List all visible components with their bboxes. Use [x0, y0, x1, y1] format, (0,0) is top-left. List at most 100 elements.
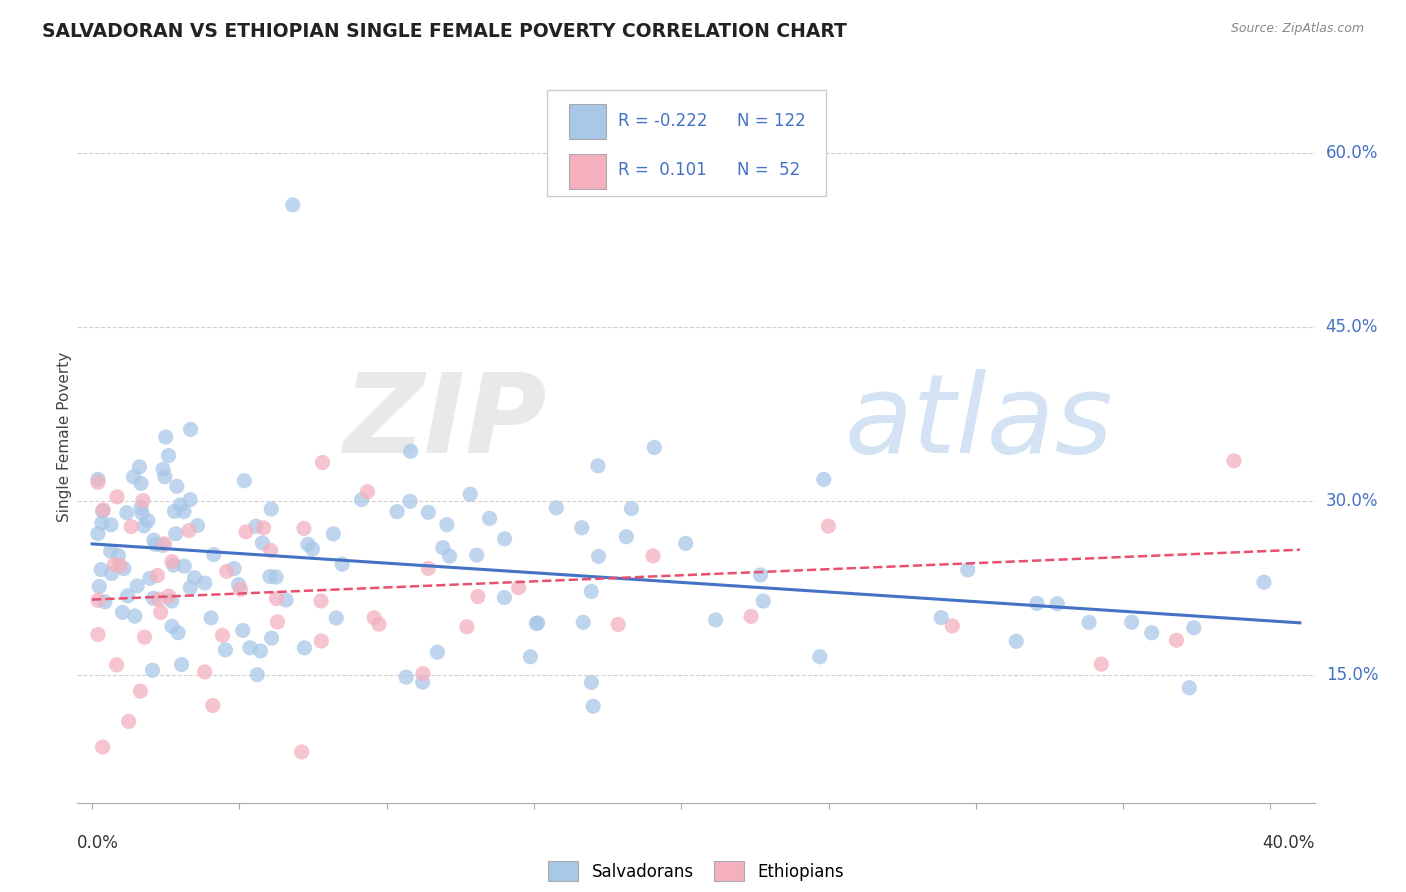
- Point: [465, 548, 488, 562]
- Point: [141, 663, 163, 677]
- Point: [179, 492, 201, 507]
- Point: [160, 555, 183, 569]
- Point: [120, 519, 142, 533]
- Point: [752, 594, 775, 608]
- Point: [105, 657, 128, 672]
- Point: [749, 568, 772, 582]
- Point: [94, 595, 117, 609]
- Point: [228, 577, 250, 591]
- Point: [100, 566, 122, 581]
- Point: [252, 536, 274, 550]
- Point: [259, 569, 281, 583]
- Point: [546, 500, 568, 515]
- FancyBboxPatch shape: [547, 90, 825, 195]
- Point: [111, 606, 134, 620]
- Point: [956, 563, 979, 577]
- Point: [581, 584, 603, 599]
- Point: [266, 591, 288, 606]
- Point: [87, 593, 110, 607]
- Point: [139, 571, 162, 585]
- Point: [813, 473, 835, 487]
- FancyBboxPatch shape: [568, 104, 606, 139]
- Point: [322, 527, 344, 541]
- Point: [363, 611, 385, 625]
- Point: [170, 657, 193, 672]
- Point: [260, 543, 283, 558]
- Point: [266, 615, 288, 629]
- Point: [297, 537, 319, 551]
- Point: [107, 549, 129, 563]
- Point: [91, 503, 114, 517]
- Point: [211, 628, 233, 642]
- Point: [309, 594, 332, 608]
- Point: [153, 469, 176, 483]
- Point: [194, 576, 217, 591]
- Point: [418, 505, 440, 519]
- Point: [675, 536, 697, 550]
- Point: [117, 589, 139, 603]
- Text: 0.0%: 0.0%: [77, 834, 120, 852]
- Point: [581, 675, 603, 690]
- Point: [115, 506, 138, 520]
- Text: N = 122: N = 122: [737, 112, 806, 130]
- Point: [399, 444, 422, 458]
- Point: [233, 474, 256, 488]
- Point: [89, 580, 111, 594]
- Point: [274, 593, 297, 607]
- Text: 30.0%: 30.0%: [1326, 491, 1378, 510]
- Point: [817, 519, 839, 533]
- Point: [494, 532, 516, 546]
- Point: [1253, 575, 1275, 590]
- Point: [169, 498, 191, 512]
- Point: [467, 590, 489, 604]
- Point: [456, 620, 478, 634]
- Point: [458, 487, 481, 501]
- Point: [252, 521, 274, 535]
- Point: [100, 517, 122, 532]
- Point: [132, 519, 155, 533]
- Point: [87, 472, 110, 486]
- Point: [614, 530, 637, 544]
- Point: [186, 518, 208, 533]
- Point: [582, 699, 605, 714]
- Point: [148, 592, 170, 607]
- Point: [91, 504, 114, 518]
- Point: [91, 739, 114, 754]
- Point: [412, 666, 434, 681]
- Point: [395, 670, 418, 684]
- Point: [194, 665, 217, 679]
- Point: [439, 549, 461, 563]
- Point: [519, 649, 541, 664]
- Point: [127, 579, 149, 593]
- Point: [152, 462, 174, 476]
- Point: [145, 537, 167, 551]
- Point: [173, 505, 195, 519]
- Text: Source: ZipAtlas.com: Source: ZipAtlas.com: [1230, 22, 1364, 36]
- Point: [229, 582, 252, 597]
- Point: [122, 470, 145, 484]
- Point: [173, 559, 195, 574]
- Point: [281, 198, 304, 212]
- Point: [311, 634, 333, 648]
- Point: [200, 611, 222, 625]
- Point: [356, 484, 378, 499]
- Point: [325, 611, 347, 625]
- Point: [108, 558, 131, 573]
- Point: [643, 441, 665, 455]
- Text: N =  52: N = 52: [737, 161, 800, 179]
- Point: [508, 581, 530, 595]
- Point: [91, 516, 114, 530]
- Point: [129, 500, 152, 515]
- Point: [740, 609, 762, 624]
- Point: [572, 615, 595, 630]
- Text: atlas: atlas: [845, 369, 1114, 476]
- Point: [87, 475, 110, 490]
- Point: [1182, 621, 1205, 635]
- Point: [87, 627, 110, 641]
- Point: [1078, 615, 1101, 630]
- Point: [1121, 615, 1143, 630]
- Point: [87, 526, 110, 541]
- Point: [157, 449, 180, 463]
- Point: [239, 640, 262, 655]
- Point: [165, 526, 187, 541]
